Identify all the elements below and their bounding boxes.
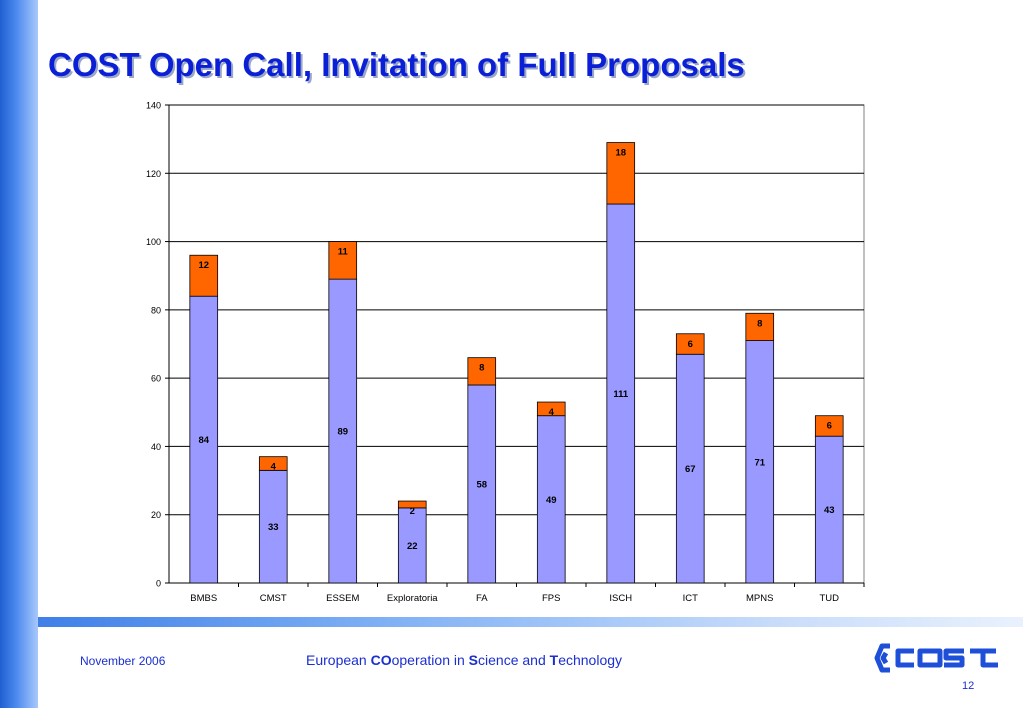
bar-segment xyxy=(606,142,636,205)
data-label: 8 xyxy=(757,318,762,329)
x-tick-label: ISCH xyxy=(609,593,632,604)
tagline-part: echnology xyxy=(558,652,623,668)
data-label: 84 xyxy=(198,435,209,446)
data-label: 12 xyxy=(198,260,209,271)
bar-segment xyxy=(397,507,427,584)
x-tick-label: BMBS xyxy=(190,593,217,604)
x-tick-label: Exploratoria xyxy=(387,593,438,604)
y-tick-label: 80 xyxy=(151,305,161,315)
bar-segment xyxy=(536,415,566,584)
tagline-part: European xyxy=(306,652,371,668)
footer-tagline: European COoperation in Science and Tech… xyxy=(306,652,622,668)
data-label: 6 xyxy=(688,339,693,350)
page-number: 12 xyxy=(962,680,975,692)
bar-segment xyxy=(814,435,844,584)
bar-segment xyxy=(814,415,844,437)
data-label: 8 xyxy=(479,363,484,374)
bar-segment xyxy=(467,384,497,584)
bar-segment xyxy=(397,500,427,509)
tagline-bold: T xyxy=(549,652,559,668)
data-label: 58 xyxy=(476,479,487,490)
bar-segment xyxy=(536,401,566,417)
tagline-bold: S xyxy=(468,652,479,668)
data-label: 111 xyxy=(613,389,629,400)
x-tick-label: ICT xyxy=(683,593,699,604)
slide-title: COST Open Call, Invitation of Full Propo… xyxy=(48,46,745,83)
data-label: 71 xyxy=(754,457,765,468)
data-label: 11 xyxy=(338,247,349,258)
y-tick-label: 140 xyxy=(146,101,161,111)
y-tick-label: 100 xyxy=(146,237,161,247)
bar-segment xyxy=(606,203,636,584)
bar-segment xyxy=(258,456,288,471)
bar-segment xyxy=(675,333,705,355)
bar-segment xyxy=(467,357,497,386)
data-label: 2 xyxy=(410,506,415,517)
stacked-bar-chart: 0204060801001201408412BMBS334CMST8911ESS… xyxy=(146,101,865,604)
x-tick-label: CMST xyxy=(260,593,287,604)
bar-segment xyxy=(328,241,358,280)
bar-segment xyxy=(189,295,219,584)
data-label: 4 xyxy=(271,462,277,473)
tagline-part: cience and xyxy=(478,652,550,668)
footer-date: November 2006 xyxy=(80,654,166,668)
tagline-bold: CO xyxy=(370,652,392,668)
data-label: 49 xyxy=(546,495,557,506)
footer-band xyxy=(38,617,1023,627)
y-tick-label: 120 xyxy=(146,169,161,179)
cost-logo-icon xyxy=(874,643,998,673)
y-tick-label: 40 xyxy=(151,442,161,452)
tagline-part: operation in xyxy=(391,652,469,668)
data-label: 43 xyxy=(824,505,835,516)
bar-segment xyxy=(745,340,775,584)
y-tick-label: 0 xyxy=(156,579,161,589)
data-label: 4 xyxy=(549,407,555,418)
data-label: 89 xyxy=(337,427,348,438)
data-label: 33 xyxy=(268,522,279,533)
side-decoration-bar xyxy=(0,0,38,708)
data-label: 18 xyxy=(615,148,626,159)
bar-segment xyxy=(745,312,775,341)
x-tick-label: FA xyxy=(476,593,488,604)
x-tick-label: ESSEM xyxy=(326,593,359,604)
data-label: 67 xyxy=(685,464,696,475)
y-tick-label: 60 xyxy=(151,374,161,384)
data-label: 6 xyxy=(827,421,832,432)
y-tick-label: 20 xyxy=(151,510,161,520)
x-tick-label: MPNS xyxy=(746,593,773,604)
bar-segment xyxy=(258,469,288,584)
data-label: 22 xyxy=(407,541,418,552)
x-tick-label: TUD xyxy=(819,593,839,604)
bar-segment xyxy=(189,254,219,297)
bar-segment xyxy=(328,278,358,584)
x-tick-label: FPS xyxy=(542,593,560,604)
